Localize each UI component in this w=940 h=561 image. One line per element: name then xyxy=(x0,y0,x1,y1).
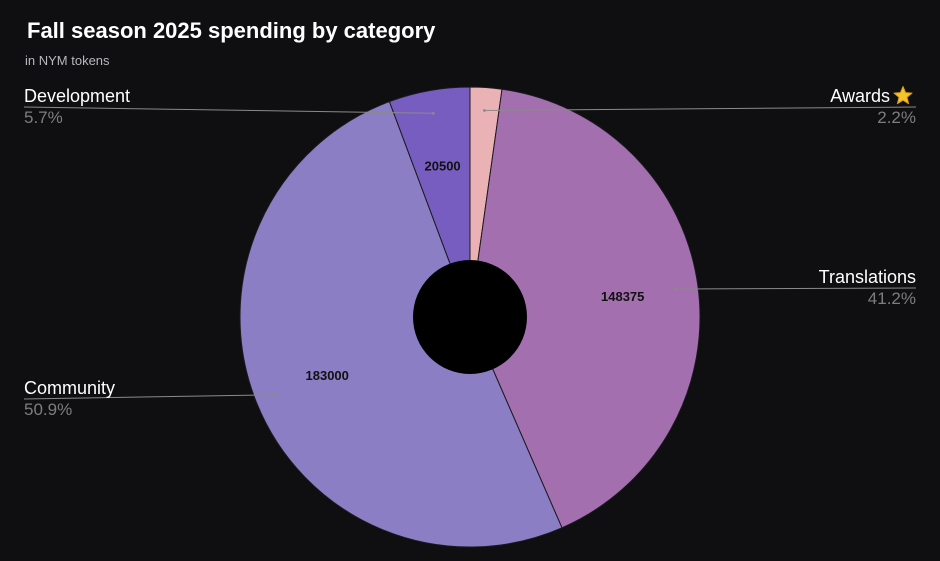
leader-line-awards xyxy=(484,106,917,111)
leader-line-community xyxy=(23,394,279,400)
leader-line-translations xyxy=(675,287,917,290)
percent-label-awards: 2.2% xyxy=(877,108,916,127)
percent-label-development: 5.7% xyxy=(24,108,63,127)
pie-slice-development xyxy=(388,86,471,318)
chart-subtitle: in NYM tokens xyxy=(25,53,110,68)
pie-slices xyxy=(239,86,701,548)
pie-slice-community xyxy=(239,100,563,548)
category-label-awards: Awards xyxy=(830,86,890,106)
pie-labels: Awards 2.2% 148375 Translations 41.2% 183000 C… xyxy=(23,86,917,419)
category-label-translations: Translations xyxy=(819,267,916,287)
star-icon xyxy=(893,86,913,105)
data-label-community: 183000 xyxy=(306,368,349,383)
percent-label-community: 50.9% xyxy=(24,400,72,419)
pie-slice-translations xyxy=(469,88,701,529)
data-label-development: 20500 xyxy=(425,158,461,173)
category-label-community: Community xyxy=(24,378,115,398)
chart-title: Fall season 2025 spending by category xyxy=(27,18,436,43)
leader-line-development xyxy=(23,106,434,114)
data-label-translations: 148375 xyxy=(601,289,644,304)
percent-label-translations: 41.2% xyxy=(868,289,916,308)
donut-hole xyxy=(413,260,527,374)
category-label-development: Development xyxy=(24,86,130,106)
